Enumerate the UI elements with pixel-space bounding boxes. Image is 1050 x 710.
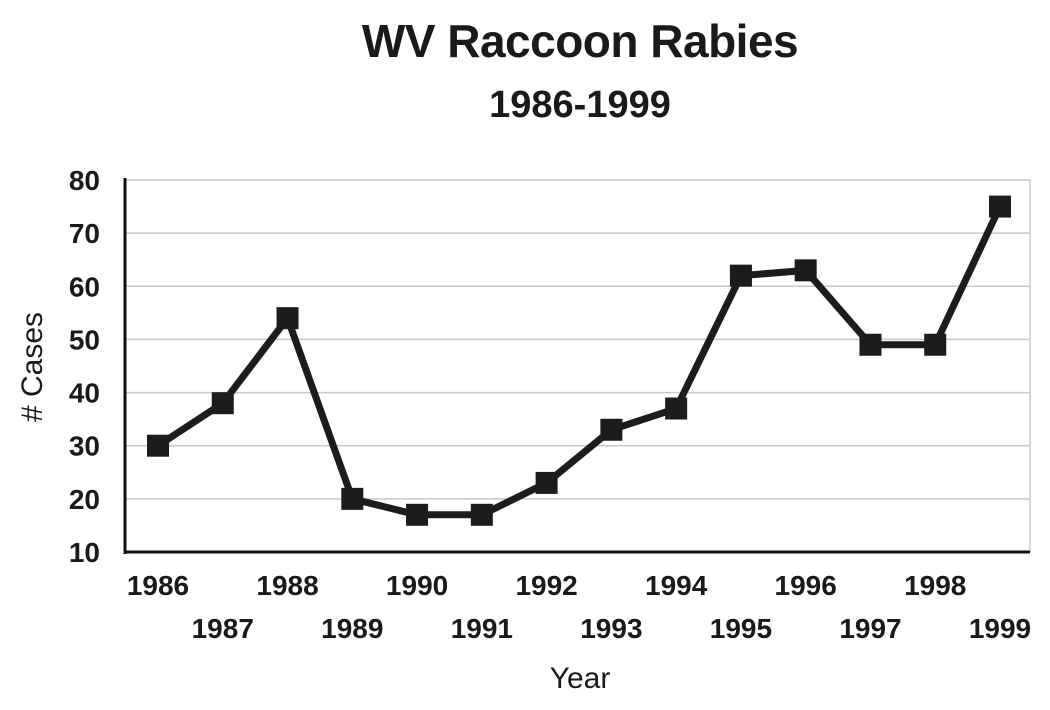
- y-tick-10: 10: [69, 537, 100, 568]
- chart-title: WV Raccoon Rabies: [361, 15, 799, 67]
- data-point-1998: [924, 333, 947, 356]
- data-point-1990: [406, 503, 429, 526]
- y-tick-80: 80: [69, 165, 100, 196]
- x-tick-1997: 1997: [839, 613, 901, 644]
- x-tick-labels: 1986198719881989199019911992199319941995…: [127, 570, 1031, 644]
- data-point-1995: [729, 264, 752, 287]
- x-tick-1990: 1990: [386, 570, 448, 601]
- x-tick-1994: 1994: [645, 570, 708, 601]
- data-point-1993: [600, 418, 623, 441]
- y-tick-labels: 10 20 30 40 50 60 70 80: [69, 165, 100, 568]
- series-cases: [147, 195, 1011, 526]
- x-tick-1992: 1992: [515, 570, 577, 601]
- data-point-1986: [147, 434, 169, 457]
- series-line: [154, 203, 1004, 519]
- chart-subtitle: 1986-1999: [489, 84, 671, 126]
- data-point-1997: [859, 333, 882, 356]
- axes: [123, 178, 1031, 554]
- x-tick-1991: 1991: [451, 613, 513, 644]
- x-tick-1987: 1987: [192, 613, 254, 644]
- x-tick-1993: 1993: [580, 613, 642, 644]
- data-point-1999: [989, 195, 1011, 218]
- x-axis-label: Year: [550, 662, 611, 695]
- y-tick-20: 20: [69, 484, 100, 515]
- data-point-1992: [535, 471, 558, 494]
- data-point-1991: [470, 503, 493, 526]
- x-tick-1996: 1996: [775, 570, 837, 601]
- data-point-1988: [276, 307, 299, 330]
- data-point-1987: [211, 392, 234, 415]
- y-axis-label: # Cases: [16, 312, 49, 422]
- x-tick-1995: 1995: [710, 613, 772, 644]
- x-tick-1986: 1986: [127, 570, 189, 601]
- gridlines: [125, 179, 1030, 500]
- y-tick-50: 50: [69, 324, 100, 355]
- y-tick-70: 70: [69, 218, 100, 249]
- data-point-1996: [794, 259, 817, 282]
- data-point-1994: [665, 397, 688, 420]
- x-tick-1999: 1999: [969, 613, 1031, 644]
- x-tick-1998: 1998: [904, 570, 966, 601]
- x-tick-1989: 1989: [321, 613, 383, 644]
- y-tick-30: 30: [69, 431, 100, 462]
- y-tick-60: 60: [69, 271, 100, 302]
- y-tick-40: 40: [69, 378, 100, 409]
- x-tick-1988: 1988: [256, 570, 318, 601]
- data-point-1989: [341, 487, 364, 510]
